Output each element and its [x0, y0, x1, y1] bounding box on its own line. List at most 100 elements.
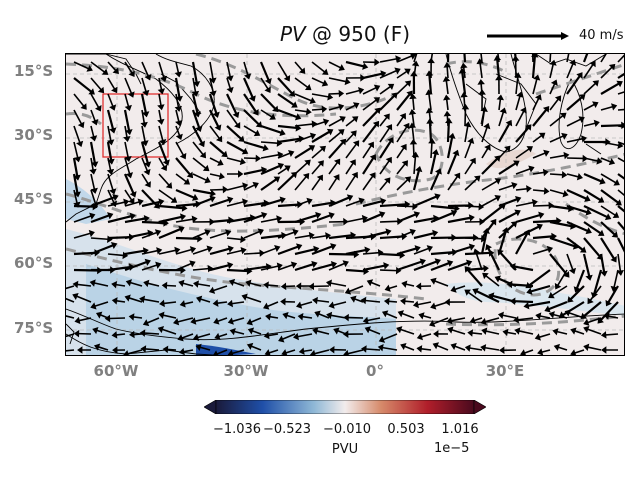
wind-vector-head [304, 159, 311, 167]
wind-vector [575, 269, 586, 289]
wind-vector [428, 94, 432, 111]
wind-vector [197, 333, 211, 339]
wind-vector-head [373, 97, 381, 104]
wind-vector [285, 349, 296, 354]
wind-vector [404, 300, 415, 303]
wind-vector [158, 77, 163, 90]
wind-vector [328, 77, 347, 83]
wind-vector [345, 248, 366, 256]
wind-vector [347, 349, 364, 355]
wind-vector [328, 131, 342, 143]
wind-vector [464, 141, 472, 159]
wind-vector-head [186, 171, 194, 179]
wind-vector-head [611, 103, 618, 111]
wind-vector-head [562, 190, 569, 198]
wind-vector-head [330, 243, 337, 251]
wind-vector [79, 317, 92, 322]
wind-vector [532, 152, 546, 159]
wind-vector-head [435, 168, 442, 175]
wind-vector [566, 188, 587, 200]
wind-vector [158, 61, 165, 78]
wind-vector-head [212, 299, 219, 307]
wind-vector [124, 249, 145, 256]
wind-vector [66, 285, 75, 290]
wind-vector-head [308, 282, 315, 291]
wind-vector-head [396, 326, 403, 334]
wind-vector [617, 125, 624, 128]
wind-vector [430, 212, 454, 224]
wind-vector [208, 93, 218, 114]
wind-vector-head [425, 107, 434, 114]
wind-vector-head [543, 187, 550, 195]
wind-vector [333, 301, 347, 307]
wind-vector-head [380, 197, 387, 206]
wind-vector [485, 330, 500, 335]
wind-vector-head [238, 135, 245, 142]
wind-vector-head [576, 72, 583, 79]
wind-vector [260, 109, 273, 118]
wind-vector [411, 113, 415, 127]
wind-vector-head [415, 165, 423, 173]
wind-vector [583, 189, 601, 201]
wind-vector-head [123, 136, 131, 142]
wind-vector-head [91, 161, 99, 168]
wind-vector-head [445, 117, 453, 124]
wind-vector [600, 189, 619, 204]
wind-vector-head [552, 328, 559, 336]
wind-vector [141, 157, 148, 172]
wind-vector-head [242, 182, 249, 190]
wind-vector-head [156, 247, 163, 255]
wind-vector [558, 346, 568, 351]
wind-vector [243, 168, 263, 176]
wind-vector [226, 61, 231, 77]
wind-vector [514, 265, 534, 272]
wind-vector [413, 156, 417, 175]
wind-vector-head [412, 300, 419, 309]
wind-vector [147, 282, 160, 287]
wind-vector-head [443, 62, 451, 68]
wind-vector [600, 301, 619, 321]
wind-vector [379, 70, 397, 79]
wind-vector [515, 76, 519, 95]
wind-vector-head [72, 280, 79, 289]
wind-vector-head [291, 101, 298, 108]
wind-vector-head [542, 106, 550, 113]
wind-vector-head [447, 326, 454, 334]
wind-vector [617, 189, 624, 196]
wind-vector [582, 54, 589, 63]
wind-vector [133, 333, 143, 336]
wind-vector-head [241, 147, 249, 155]
wind-vector-head [367, 141, 375, 149]
wind-vector [311, 214, 331, 224]
wind-vector [96, 329, 109, 335]
wind-vector-head [408, 109, 417, 115]
wind-vector [158, 157, 165, 168]
wind-vector [175, 125, 181, 136]
wind-vector-head [238, 170, 244, 178]
wind-vector [365, 348, 381, 351]
wind-vector [617, 72, 624, 79]
wind-vector-head [461, 103, 470, 110]
wind-vector [294, 176, 307, 191]
wind-vector-head [208, 286, 216, 294]
wind-vector [116, 300, 126, 303]
wind-vector [72, 173, 79, 193]
wind-vector [532, 189, 545, 192]
wind-vector-head [128, 313, 135, 321]
wind-vector-head [494, 194, 501, 202]
wind-vector [73, 141, 79, 158]
wind-vector-head [193, 280, 199, 288]
wind-vector-head [542, 168, 549, 177]
wind-vector [464, 161, 474, 175]
wind-vector [277, 137, 300, 144]
wind-vector [277, 152, 291, 159]
wind-vector [294, 263, 314, 272]
wind-vector-head [494, 275, 501, 283]
wind-vector-head [141, 140, 149, 147]
wind-vector [245, 296, 262, 303]
wind-vector [498, 162, 517, 175]
wind-vector [175, 141, 185, 156]
wind-vector-head [144, 181, 151, 188]
wind-vector-head [409, 139, 418, 145]
wind-vector [481, 110, 486, 127]
